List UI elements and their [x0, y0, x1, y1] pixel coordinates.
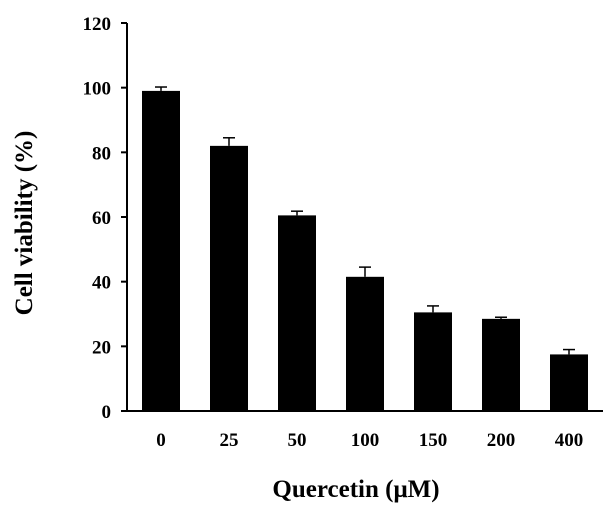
bar [278, 215, 316, 411]
y-tick-label: 80 [92, 143, 111, 164]
x-tick-label: 0 [156, 430, 166, 451]
x-tick-label: 100 [351, 430, 380, 451]
error-bar-series [155, 86, 575, 355]
x-axis: 0 25 50 100 150 200 400 [127, 410, 603, 451]
x-axis-title: Quercetin (μM) [272, 476, 439, 503]
y-axis: 0 20 40 60 80 100 120 [83, 14, 128, 423]
bar [142, 90, 180, 412]
y-tick-label: 20 [92, 337, 111, 358]
x-tick-label: 25 [220, 430, 239, 451]
x-tick-label: 150 [419, 430, 448, 451]
x-tick-label: 400 [555, 430, 584, 451]
bar-series [142, 90, 588, 412]
bar [346, 276, 384, 411]
bar [550, 354, 588, 411]
bar [482, 318, 520, 411]
bar [414, 312, 452, 411]
y-tick-label: 120 [83, 14, 112, 35]
y-tick-label: 40 [92, 273, 111, 294]
y-axis-title: Cell viability (%) [11, 131, 38, 316]
y-tick-label: 0 [102, 402, 112, 423]
x-tick-label: 50 [288, 430, 307, 451]
bar [210, 145, 248, 411]
x-tick-label: 200 [487, 430, 516, 451]
y-tick-label: 100 [83, 79, 112, 100]
y-tick-label: 60 [92, 208, 111, 229]
